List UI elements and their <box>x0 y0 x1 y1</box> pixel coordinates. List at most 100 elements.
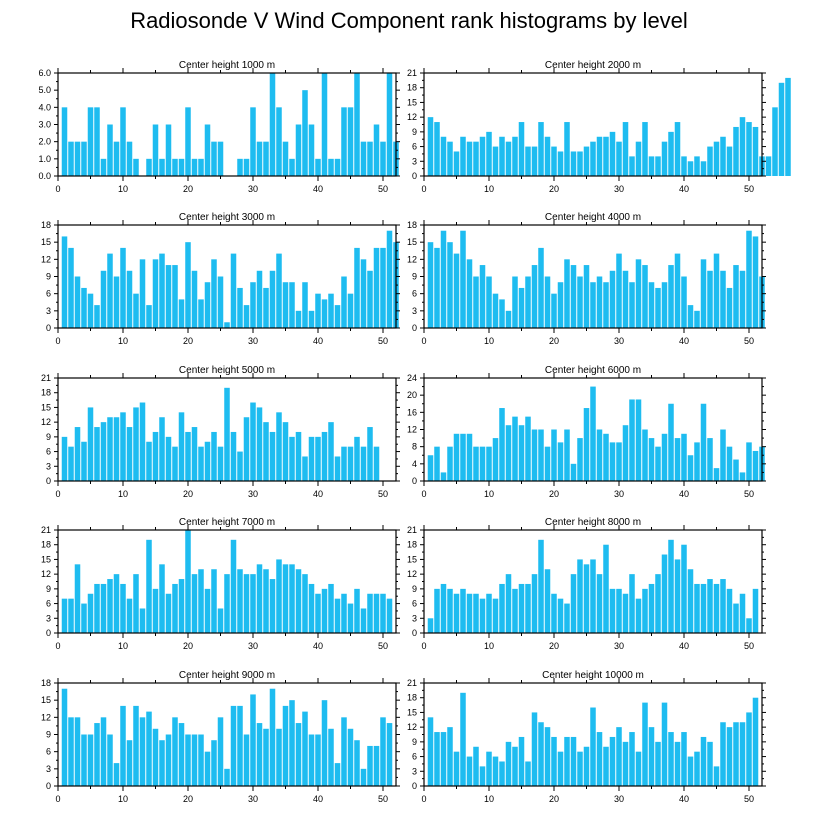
histogram-bar <box>538 247 544 328</box>
histogram-bar <box>94 305 100 328</box>
x-tick-label: 30 <box>248 184 258 194</box>
histogram-bar <box>453 151 460 176</box>
histogram-bar <box>596 136 603 176</box>
histogram-bar <box>113 763 120 786</box>
histogram-bar <box>427 242 434 328</box>
x-tick-label: 50 <box>378 641 388 651</box>
histogram-bar <box>674 122 681 176</box>
histogram-bar <box>276 107 282 176</box>
panel-7: Center height 7000 m 0 3 6 9 12 15 18 21 0 10 20 30 4… <box>41 517 400 651</box>
histogram-bar <box>434 588 440 633</box>
x-tick-label: 20 <box>183 184 193 194</box>
histogram-bar <box>386 598 393 633</box>
histogram-bar <box>512 588 518 633</box>
histogram-bar <box>486 751 492 786</box>
histogram-bar <box>583 564 590 633</box>
panel-6: Center height 6000 m 0 4 8 12 16 20 24 0 10 20 30 40… <box>407 365 766 499</box>
histogram-bar <box>609 131 616 176</box>
panel-5: Center height 5000 m 0 3 6 9 12 15 18 21 0 10 20 30 4… <box>41 365 400 499</box>
histogram-bar <box>334 158 341 176</box>
y-tick-label: 9 <box>412 584 417 594</box>
histogram-bar <box>367 270 373 328</box>
histogram-bar <box>499 408 505 481</box>
histogram-bar <box>681 276 687 328</box>
histogram-bar <box>269 270 276 328</box>
histogram-bar <box>178 299 185 328</box>
histogram-bar <box>133 158 139 176</box>
histogram-bar <box>172 583 178 633</box>
histogram-bar <box>120 247 126 328</box>
histogram-bar <box>733 126 739 176</box>
histogram-bar <box>328 728 334 786</box>
histogram-bar <box>479 446 486 481</box>
histogram-bar <box>453 253 460 328</box>
histogram-bar <box>250 574 256 633</box>
histogram-bar <box>616 253 622 328</box>
histogram-bar <box>473 446 479 481</box>
histogram-bar <box>622 270 629 328</box>
histogram-bar <box>616 141 622 176</box>
x-tick-label: 40 <box>313 336 323 346</box>
y-tick-label: 18 <box>407 693 417 703</box>
histogram-bar <box>94 107 100 176</box>
histogram-bar <box>100 583 107 633</box>
histogram-bar <box>752 126 759 176</box>
histogram-bar <box>648 282 655 328</box>
histogram-bar <box>185 242 191 328</box>
histogram-bar <box>276 559 282 633</box>
x-tick-label: 40 <box>679 489 689 499</box>
histogram-bar <box>328 158 334 176</box>
histogram-bar <box>315 593 321 633</box>
histogram-bar <box>191 270 198 328</box>
histogram-bar <box>373 745 380 786</box>
y-tick-label: 15 <box>41 554 51 564</box>
histogram-bar <box>250 402 256 481</box>
histogram-bar <box>360 259 367 328</box>
histogram-bar <box>668 539 674 633</box>
histogram-bar <box>373 446 380 481</box>
y-tick-label: 21 <box>407 678 417 688</box>
histogram-bar <box>360 141 367 176</box>
histogram-bar <box>191 574 198 633</box>
histogram-bar <box>126 270 133 328</box>
histogram-bar <box>165 436 172 481</box>
histogram-bar <box>635 598 642 633</box>
histogram-bar <box>217 141 224 176</box>
histogram-bar <box>687 569 694 633</box>
histogram-bar <box>243 734 250 786</box>
histogram-bar <box>661 433 668 481</box>
y-tick-label: 4 <box>412 459 417 469</box>
histogram-bar <box>120 705 126 786</box>
histogram-bar <box>564 429 570 481</box>
y-tick-label: 6 <box>46 747 51 757</box>
y-tick-label: 0 <box>46 628 51 638</box>
x-tick-label: 10 <box>484 794 494 804</box>
histogram-bar <box>525 146 531 176</box>
x-tick-label: 20 <box>549 794 559 804</box>
histogram-bar <box>243 417 250 481</box>
histogram-bar <box>198 569 204 633</box>
histogram-bar <box>713 583 720 633</box>
histogram-bar <box>694 583 700 633</box>
histogram-bar <box>746 230 752 328</box>
histogram-bar <box>308 734 315 786</box>
histogram-bar <box>308 310 315 328</box>
histogram-bar <box>479 766 486 786</box>
y-tick-label: 0 <box>412 323 417 333</box>
histogram-bar <box>629 574 635 633</box>
histogram-bar <box>289 564 295 633</box>
histogram-bar <box>700 583 707 633</box>
y-tick-label: 6 <box>412 599 417 609</box>
y-tick-label: 15 <box>407 97 417 107</box>
histogram-bar <box>492 438 499 481</box>
histogram-bar <box>525 276 531 328</box>
histogram-bar <box>609 442 616 482</box>
histogram-bar <box>276 412 282 481</box>
histogram-bar <box>596 276 603 328</box>
histogram-bar <box>616 588 622 633</box>
histogram-bar <box>616 442 622 482</box>
histogram-bar <box>447 727 453 786</box>
x-tick-label: 40 <box>679 794 689 804</box>
x-tick-label: 20 <box>549 641 559 651</box>
histogram-bar <box>74 141 81 176</box>
